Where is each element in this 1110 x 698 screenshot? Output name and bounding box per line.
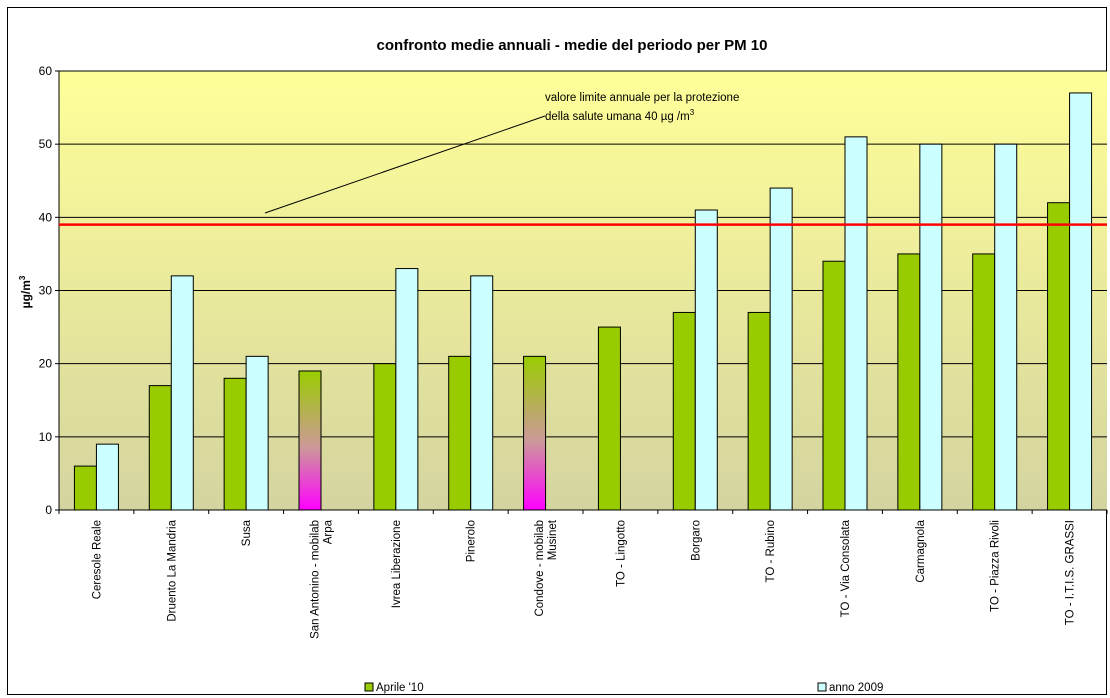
- annotation-line-2-text: della salute umana 40 µg /m: [545, 111, 690, 123]
- x-category-label: Ivrea Liberazione: [391, 520, 403, 608]
- x-category-label: TO - Rubino: [765, 520, 777, 582]
- y-axis-label-text: µg/m: [19, 280, 33, 308]
- x-category-label: Ceresole Reale: [91, 520, 103, 599]
- x-category-label: Druento La Mandria: [166, 519, 178, 621]
- x-category-label: Carmagnola: [915, 519, 927, 582]
- y-tick-label: 30: [39, 284, 53, 298]
- x-category-label: Musinet: [547, 519, 559, 560]
- y-axis-label: µg/m3: [18, 275, 33, 308]
- bar-anno-2009: [1069, 92, 1093, 511]
- x-category-label: San Antonino - mobilab: [310, 520, 322, 639]
- bar-aprile-10: [972, 253, 996, 511]
- x-category-label: TO - Via Consolata: [840, 519, 852, 617]
- bar-aprile-10: [1047, 202, 1071, 511]
- bar-aprile-10: [897, 253, 921, 511]
- bar-anno-2009: [170, 275, 194, 511]
- bar-aprile-10: [73, 465, 97, 511]
- x-category-label: Susa: [241, 519, 253, 546]
- x-category-label: TO - Piazza Rivoli: [990, 520, 1002, 612]
- y-tick-label: 60: [39, 64, 53, 78]
- annotation-line-1: valore limite annuale per la protezione: [545, 92, 739, 104]
- y-tick-label: 20: [39, 357, 53, 371]
- bar-aprile-10: [223, 377, 247, 511]
- chart-title: confronto medie annuali - medie del peri…: [377, 37, 768, 54]
- bar-anno-2009: [95, 443, 119, 511]
- x-category-label: TO - Lingotto: [615, 520, 627, 587]
- y-tick-label: 50: [39, 137, 53, 151]
- bar-anno-2009: [694, 209, 718, 511]
- bar-anno-2009: [994, 143, 1018, 511]
- bar-aprile-10: [523, 355, 547, 511]
- bar-aprile-10: [298, 370, 322, 511]
- x-category-label: Arpa: [323, 519, 335, 544]
- annotation-line-2: della salute umana 40 µg /m3: [545, 108, 695, 123]
- x-category-label: TO - I.T.I.S. GRASSI: [1065, 520, 1077, 625]
- y-tick-label: 0: [45, 503, 52, 517]
- y-tick-label: 40: [39, 210, 53, 224]
- y-axis-label-superscript: 3: [18, 275, 27, 280]
- legend-anno-2009-swatch: [817, 682, 827, 692]
- bar-aprile-10: [448, 355, 472, 511]
- bar-aprile-10: [672, 311, 696, 511]
- legend-aprile-10-swatch: [364, 682, 374, 692]
- bar-aprile-10: [597, 326, 621, 511]
- x-category-label: Borgaro: [690, 520, 702, 561]
- bar-anno-2009: [919, 143, 943, 511]
- bar-aprile-10: [822, 260, 846, 511]
- annotation-line-2-superscript: 3: [690, 108, 695, 117]
- x-category-label: Condove - mobilab: [534, 520, 546, 617]
- bar-anno-2009: [395, 268, 419, 511]
- bar-anno-2009: [844, 136, 868, 511]
- bar-anno-2009: [769, 187, 793, 511]
- bar-aprile-10: [148, 385, 172, 511]
- bar-anno-2009: [470, 275, 494, 511]
- bar-aprile-10: [373, 363, 397, 511]
- bar-aprile-10: [747, 311, 771, 511]
- x-category-label: Pinerolo: [466, 520, 478, 562]
- bar-anno-2009: [245, 355, 269, 511]
- y-tick-label: 10: [39, 430, 53, 444]
- legend-anno-2009-label: anno 2009: [829, 682, 883, 694]
- legend-aprile-10-label: Aprile '10: [376, 682, 424, 694]
- annotation-pointer-line: [264, 115, 546, 214]
